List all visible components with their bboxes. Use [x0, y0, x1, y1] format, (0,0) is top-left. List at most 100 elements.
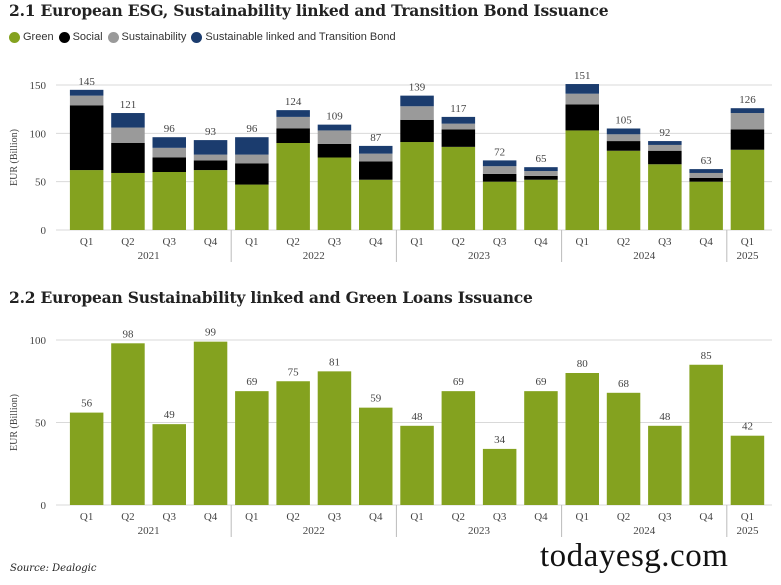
bar-segment-social: [648, 150, 682, 165]
watermark: todayesg.com: [540, 538, 729, 574]
x-tick-label: Q2: [617, 236, 630, 248]
chart2-title: 2.2 European Sustainability linked and G…: [9, 288, 533, 307]
bar-total-label: 151: [574, 70, 591, 82]
bar-segment-social: [235, 163, 269, 185]
bar-segment-sustainability: [317, 130, 352, 144]
bar-segment-sustainability: [606, 134, 641, 142]
x-group-label: 2022: [303, 525, 325, 537]
x-tick-label: Q4: [699, 236, 713, 248]
loans-issuance-chart: 0 50 100 EUR (Billion) Q1 Q2 Q3 Q4 Q1 Q2 Q3 Q4 Q1 Q2 Q…: [9, 327, 772, 537]
bar-segment-green: [606, 150, 641, 230]
bar-total-label: 93: [205, 126, 217, 138]
legend-swatch-sustainability: [107, 31, 119, 43]
bar-segment-sustainability: [482, 166, 517, 174]
bar-segment-sustainable-linked-and-transition-bond: [152, 137, 186, 148]
bar-segment-green: [524, 179, 558, 230]
bar-segment-green: [689, 181, 723, 230]
bar-segment-social: [606, 141, 641, 151]
x-tick-label: Q1: [245, 511, 258, 523]
bar-total-label: 87: [370, 132, 382, 144]
bar-value-label: 34: [494, 434, 506, 446]
bar: [648, 425, 682, 505]
y-tick-label: 0: [41, 225, 47, 237]
bar-segment-green: [193, 170, 228, 230]
bar-value-label: 69: [535, 376, 547, 388]
bar-segment-sustainable-linked-and-transition-bond: [606, 128, 641, 135]
bar-segment-sustainable-linked-and-transition-bond: [441, 116, 476, 124]
bar-segment-sustainability: [400, 106, 434, 120]
x-tick-label: Q3: [163, 511, 177, 523]
legend-label-green: Green: [23, 31, 54, 43]
bar-segment-social: [524, 175, 558, 180]
bar-segment-sustainability: [235, 154, 269, 164]
x-tick-label: Q4: [534, 236, 548, 248]
bar-segment-social: [152, 157, 186, 172]
bar: [482, 448, 517, 505]
bar-value-label: 99: [205, 327, 217, 339]
bar-value-label: 48: [412, 411, 424, 423]
bar-segment-sustainable-linked-and-transition-bond: [317, 124, 352, 131]
bar-total-label: 96: [164, 123, 176, 135]
bar-total-label: 109: [326, 111, 343, 123]
bar-total-label: 72: [494, 146, 505, 158]
x-group-label: 2023: [468, 250, 491, 262]
bar-segment-social: [69, 105, 104, 171]
bar-segment-sustainable-linked-and-transition-bond: [648, 141, 682, 145]
bar-segment-sustainability: [111, 127, 145, 143]
bar-segment-sustainability: [276, 116, 310, 129]
bar-total-label: 139: [409, 82, 426, 94]
bar-segment-social: [317, 143, 352, 158]
bar-total-label: 96: [246, 123, 258, 135]
bar-segment-green: [400, 142, 434, 230]
x-tick-label: Q3: [163, 236, 177, 248]
bar-value-label: 69: [246, 376, 258, 388]
bar-segment-green: [152, 172, 186, 230]
bar-total-label: 65: [535, 153, 547, 165]
y-axis-label: EUR (Billion): [9, 129, 20, 186]
bar-value-label: 69: [453, 376, 465, 388]
bar-segment-sustainable-linked-and-transition-bond: [193, 140, 228, 155]
bar-segment-social: [689, 177, 723, 182]
bar-value-label: 80: [577, 358, 589, 370]
bar-segment-social: [193, 160, 228, 171]
y-tick-label: 50: [35, 177, 47, 189]
bar-segment-sustainability: [359, 153, 393, 162]
bar-total-label: 124: [285, 96, 302, 108]
x-tick-label: Q3: [328, 511, 342, 523]
bar: [235, 391, 269, 505]
bar: [565, 373, 599, 505]
bar-segment-sustainability: [689, 172, 723, 178]
bar-segment-sustainable-linked-and-transition-bond: [400, 95, 434, 107]
x-tick-label: Q1: [741, 511, 754, 523]
y-tick-label: 150: [30, 80, 47, 92]
x-tick-label: Q4: [699, 511, 713, 523]
x-group-label: 2024: [633, 525, 656, 537]
bar-value-label: 48: [659, 411, 671, 423]
x-tick-label: Q2: [452, 511, 465, 523]
legend-swatch-social: [58, 31, 70, 43]
bar-segment-social: [730, 129, 765, 150]
x-group-label: 2024: [633, 250, 656, 262]
y-tick-label: 50: [35, 418, 47, 430]
legend-item-sustainable-linked: Sustainable linked and Transition Bond: [191, 31, 396, 43]
y-tick-label: 100: [30, 128, 47, 140]
bar-segment-sustainability: [648, 144, 682, 151]
x-group-label: 2023: [468, 525, 491, 537]
bar-value-label: 85: [701, 350, 713, 362]
x-tick-label: Q1: [741, 236, 754, 248]
legend-item-social: Social: [58, 31, 103, 43]
bar: [730, 435, 765, 505]
bar-total-label: 121: [120, 99, 137, 111]
bar: [317, 371, 352, 505]
x-tick-label: Q1: [410, 511, 423, 523]
bar-segment-social: [441, 129, 476, 147]
bar-segment-green: [565, 130, 599, 230]
x-tick-label: Q3: [658, 511, 672, 523]
x-tick-label: Q4: [204, 236, 218, 248]
chart1-title: 2.1 European ESG, Sustainability linked …: [9, 1, 609, 20]
x-tick-label: Q1: [245, 236, 258, 248]
bar: [441, 391, 476, 505]
bar-segment-sustainability: [730, 113, 765, 130]
bar-segment-sustainable-linked-and-transition-bond: [565, 84, 599, 94]
bar-total-label: 105: [615, 115, 632, 127]
